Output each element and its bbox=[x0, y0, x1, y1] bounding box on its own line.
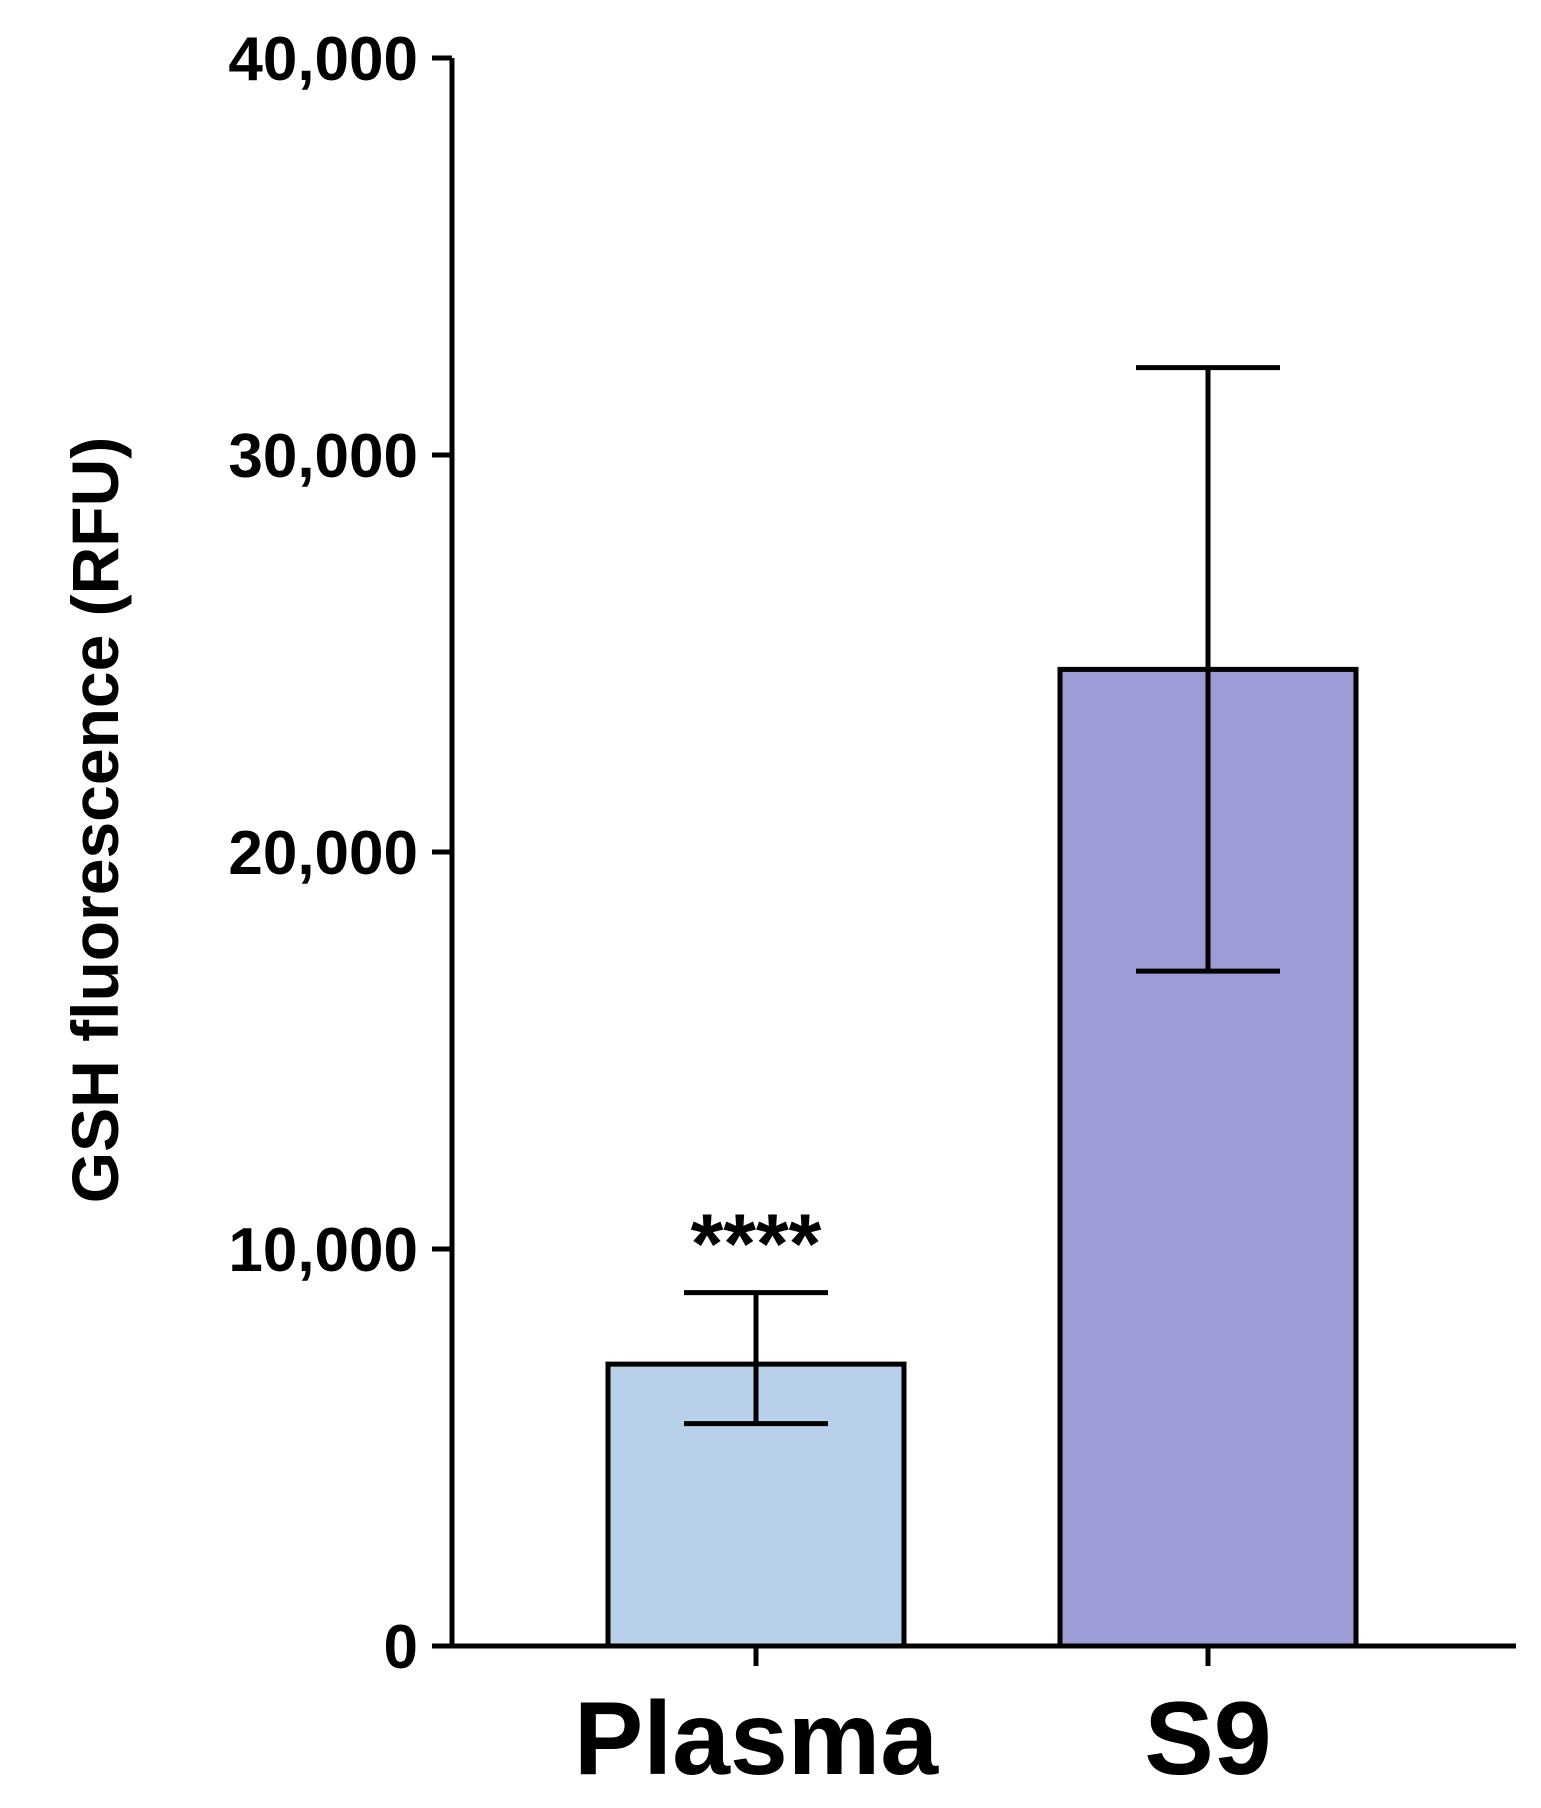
y-tick-label: 10,000 bbox=[228, 1216, 418, 1285]
x-category-label: S9 bbox=[1144, 1681, 1271, 1797]
y-tick-label: 40,000 bbox=[228, 25, 418, 94]
error-bars bbox=[684, 365, 1280, 1427]
annotations: **** bbox=[691, 1197, 822, 1291]
y-axis-title: GSH fluorescence (RFU) bbox=[58, 437, 132, 1203]
y-tick-label: 30,000 bbox=[228, 422, 418, 491]
y-tick-label: 20,000 bbox=[228, 819, 418, 888]
y-axis-ticks: 0 10,000 20,000 30,000 40,000 bbox=[228, 25, 452, 1682]
bars bbox=[605, 666, 1359, 1649]
x-category-label: Plasma bbox=[574, 1681, 939, 1797]
y-tick-label: 0 bbox=[384, 1613, 418, 1682]
y-axis-title-group: GSH fluorescence (RFU) bbox=[58, 437, 132, 1203]
significance-annotation: **** bbox=[691, 1197, 822, 1291]
x-axis-categories: Plasma S9 bbox=[574, 1646, 1272, 1797]
